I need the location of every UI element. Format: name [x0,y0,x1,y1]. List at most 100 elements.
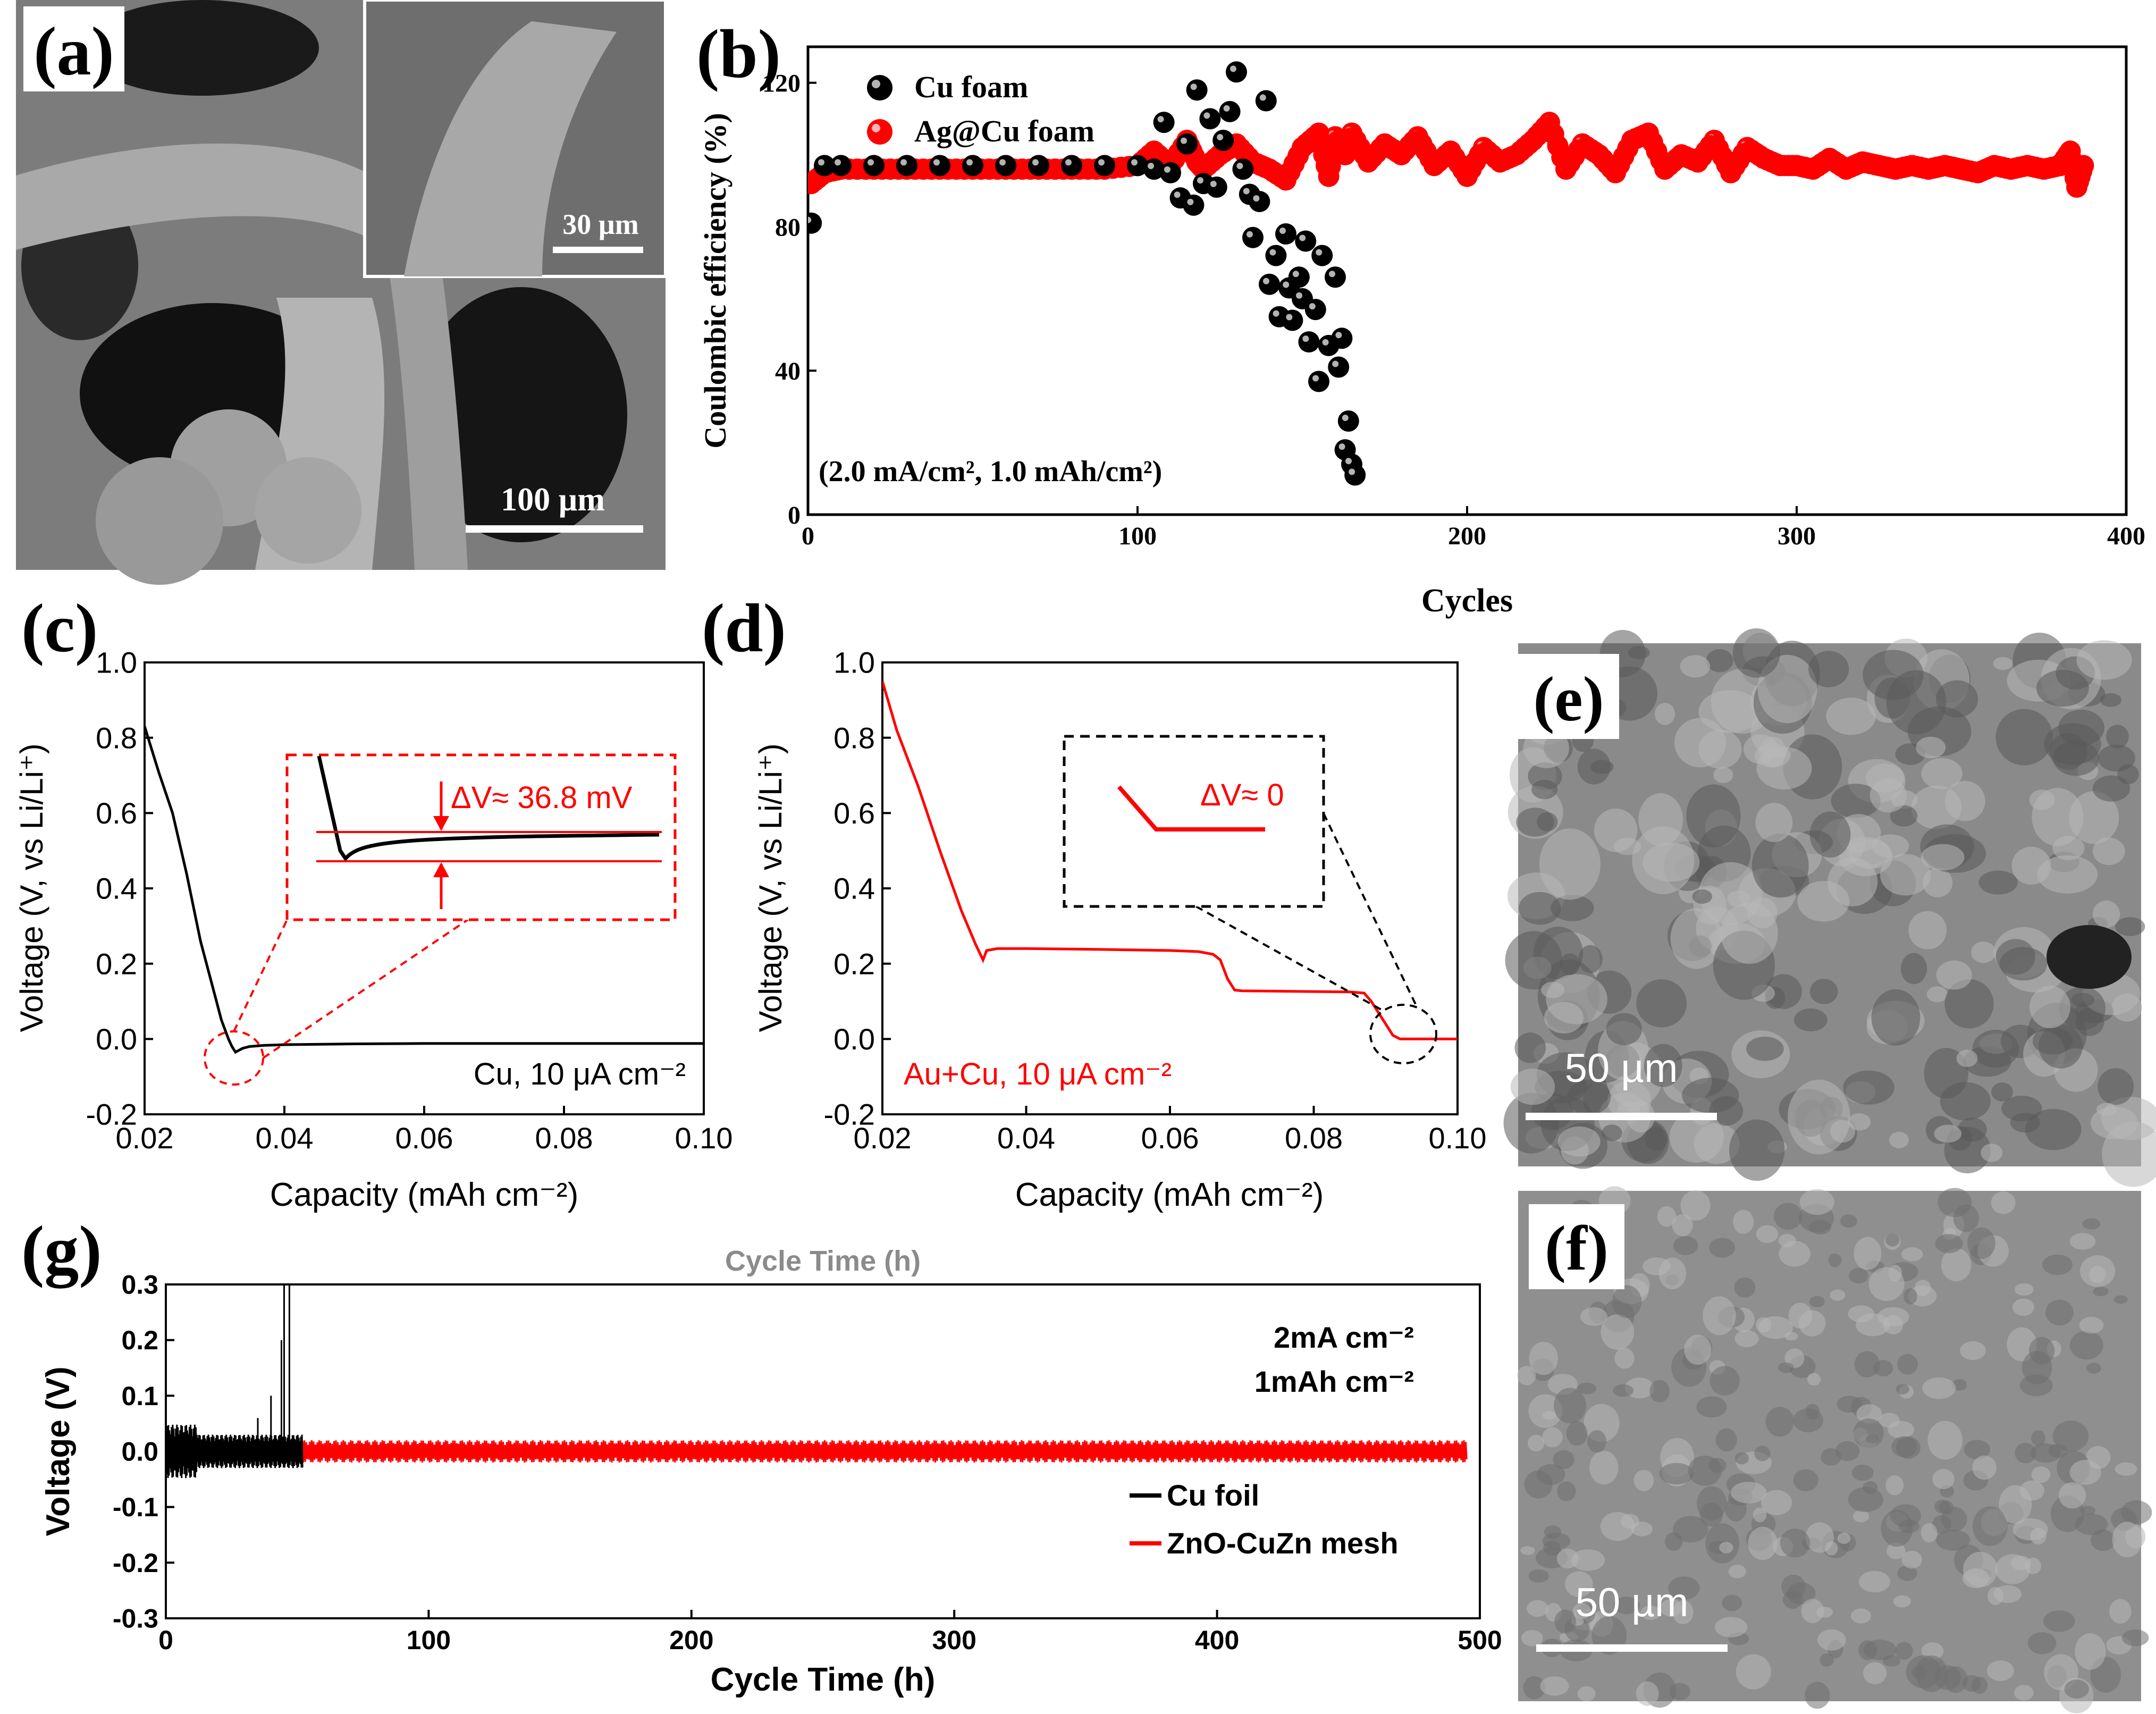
sem-grain [1503,1093,1559,1154]
sem-grain [2010,1556,2032,1570]
sem-grain [2075,1633,2106,1670]
sem-grain [1837,1533,1851,1544]
sem-grain [1751,834,1809,898]
legend-marker-highlight [872,80,880,88]
inset-curve [1117,785,1265,831]
data-point-highlight [1065,159,1072,166]
data-point-highlight [1259,94,1266,101]
sem-grain [1995,939,2035,975]
sem-inset-strut [404,21,617,276]
x-tick-label: 0.02 [854,1121,912,1155]
sem-grain [1956,1049,1978,1067]
x-ticks: 0 100 200 300 400 [802,506,2145,550]
sem-grain [1981,1144,2003,1162]
data-point [1176,133,1198,155]
panel-label: (a) [33,13,114,90]
sem-grain [1524,1471,1553,1499]
sem-grain [2059,986,2106,1030]
data-point [1295,230,1317,252]
data-point [1186,79,1208,101]
sem-grain [2070,993,2095,1007]
data-point-highlight [1187,198,1194,205]
sem-grain [1684,1334,1712,1365]
sem-grain [1554,1609,1577,1634]
sem-grain [1721,902,1778,964]
sem-grain [1734,1330,1759,1348]
sem-grain [1995,709,2053,766]
x-tick-label: 200 [1448,522,1486,550]
y-axis-label: Voltage (V) [40,1366,77,1536]
sem-grain [1871,989,1921,1046]
sem-grain [1863,1662,1887,1685]
sem-grain [1729,1119,1785,1181]
sem-grain [1521,1629,1543,1646]
sem-grain [1571,1549,1605,1571]
data-point-highlight [1279,228,1286,234]
sem-grain [1921,758,1963,789]
sem-grain [1932,1468,1955,1490]
sem-grain [1765,974,1802,1009]
sem-grain [1731,1482,1767,1504]
sem-grain [1539,828,1601,900]
sem-grain [2102,1121,2156,1187]
sem-grain [1722,1594,1742,1611]
sem-grain [1901,1247,1923,1262]
sem-grain [2036,669,2089,707]
sem-grain [2079,1316,2104,1334]
sem-grain [1828,1253,1842,1267]
sem-grain [1797,881,1850,922]
data-point-highlight [1148,163,1154,170]
sem-grain [1837,1396,1862,1413]
sem-grain [1886,670,1947,735]
condition-line-2: 1mAh cm⁻² [1254,1365,1414,1398]
data-point-highlight [1247,231,1253,238]
sem-grain [1672,1516,1708,1543]
sem-grain [1868,1267,1905,1301]
sem-grain [1526,1600,1548,1617]
sem-grain [2092,775,2130,802]
sem-grain [2014,1685,2034,1701]
sem-grain [1935,1234,1963,1254]
sem-grain [1649,1380,1670,1402]
sem-grain [2082,1218,2101,1230]
data-point-highlight [1098,159,1105,166]
sem-grain [2080,1506,2096,1516]
data-point-highlight [1181,137,1187,144]
zoom-connector [1323,813,1418,1007]
sem-grain [1644,1044,1682,1087]
sem-grain [1601,1124,1622,1141]
sem-grain [1614,1348,1635,1369]
panel-g: (g) Cycle Time (h) 0 100 200 300 400 500 -0.3… [21,1212,1502,1698]
sem-grain [1941,1248,1972,1282]
sem-grain [1765,1407,1794,1437]
sem-grain [1542,1410,1556,1420]
sem-grain [1670,908,1723,969]
x-tick-label: 0.04 [997,1121,1055,1155]
data-point-highlight [818,159,824,166]
sem-grain [1843,1070,1894,1105]
y-ticks: -0.3 -0.2 -0.1 0.0 0.1 0.2 0.3 [113,1270,174,1634]
sem-grain [2042,1254,2073,1275]
panel-label: (e) [1533,663,1604,734]
sem-grain [2086,1363,2101,1374]
sem-grain [2091,1529,2116,1551]
sem-grain [2032,788,2084,846]
sem-grain [1883,1315,1904,1334]
sem-nodule [255,457,361,564]
y-tick-label: 0.0 [833,1022,875,1056]
sem-grain [1858,1640,1877,1660]
sem-grain [1896,1384,1909,1394]
y-tick-label: -0.1 [113,1492,158,1522]
sem-grain [1897,1354,1918,1375]
sem-grain [1936,960,1972,990]
sem-grain [1858,1570,1890,1593]
sem-grain [1848,1113,1871,1131]
sem-grain [2092,900,2120,928]
data-point-highlight [1243,188,1250,195]
sem-grain [2064,1679,2089,1699]
sem-grain [1882,1655,1901,1667]
y-tick-label: 0.2 [121,1325,158,1355]
sem-grain [1793,1008,1827,1032]
sem-grain [1779,1241,1811,1267]
sem-grain [2096,1103,2117,1116]
